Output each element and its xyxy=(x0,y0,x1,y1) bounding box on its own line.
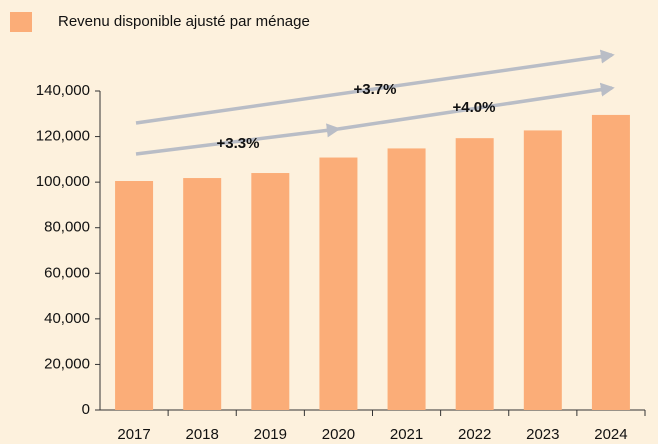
annotation: +3.7% xyxy=(354,81,397,98)
legend-swatch xyxy=(10,12,32,32)
bar xyxy=(591,114,630,411)
legend-label: Revenu disponible ajusté par ménage xyxy=(58,13,310,30)
x-tick-label: 2019 xyxy=(254,426,287,443)
x-tick-label: 2022 xyxy=(458,426,491,443)
x-tick-label: 2018 xyxy=(186,426,219,443)
x-tick-label: 2023 xyxy=(526,426,559,443)
y-tick-label: 100,000 xyxy=(36,173,90,190)
x-tick-label: 2021 xyxy=(390,426,423,443)
y-tick-label: 140,000 xyxy=(36,82,90,99)
bar xyxy=(183,178,222,410)
annotation: +3.3% xyxy=(217,135,260,152)
bar xyxy=(455,138,494,410)
bar xyxy=(251,173,290,410)
y-tick-label: 120,000 xyxy=(36,128,90,145)
bar xyxy=(523,130,562,410)
annotation: +4.0% xyxy=(453,99,496,116)
y-tick-label: 0 xyxy=(82,401,90,418)
bar xyxy=(319,157,358,410)
y-tick-label: 80,000 xyxy=(44,219,90,236)
x-tick-label: 2020 xyxy=(322,426,355,443)
y-tick-label: 40,000 xyxy=(44,310,90,327)
x-tick-label: 2017 xyxy=(117,426,150,443)
x-tick-label: 2024 xyxy=(594,426,627,443)
y-tick-label: 20,000 xyxy=(44,355,90,372)
trend-arrows xyxy=(135,49,615,156)
y-tick-label: 60,000 xyxy=(44,264,90,281)
bar xyxy=(387,148,426,411)
bar xyxy=(115,181,154,410)
